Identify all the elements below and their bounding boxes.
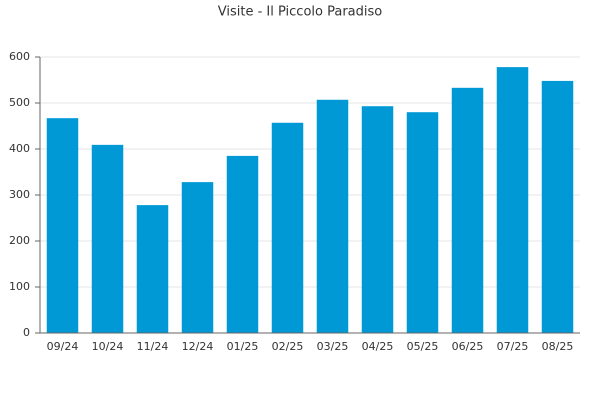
bar <box>316 99 349 333</box>
x-tick-label: 08/25 <box>542 340 574 353</box>
x-tick-label: 09/24 <box>47 340 79 353</box>
x-tick-label: 04/25 <box>362 340 394 353</box>
y-tick-label: 300 <box>9 188 30 201</box>
bar <box>226 155 259 333</box>
bar <box>406 112 439 333</box>
bar <box>181 182 214 333</box>
y-tick-label: 0 <box>23 326 30 339</box>
bar <box>91 144 124 333</box>
x-tick-label: 01/25 <box>227 340 259 353</box>
y-tick-label: 600 <box>9 50 30 63</box>
bar <box>451 87 484 333</box>
bar <box>361 106 394 333</box>
y-tick-label: 100 <box>9 280 30 293</box>
y-tick-label: 400 <box>9 142 30 155</box>
bar <box>46 118 79 334</box>
chart-title: Visite - Il Piccolo Paradiso <box>218 5 383 20</box>
bar <box>271 122 304 333</box>
x-tick-label: 10/24 <box>92 340 124 353</box>
y-tick-label: 500 <box>9 96 30 109</box>
x-tick-label: 11/24 <box>137 340 169 353</box>
bar <box>541 80 574 333</box>
y-tick-label: 200 <box>9 234 30 247</box>
x-tick-label: 03/25 <box>317 340 349 353</box>
x-tick-label: 07/25 <box>497 340 529 353</box>
x-tick-label: 02/25 <box>272 340 304 353</box>
bar <box>496 67 529 334</box>
bar <box>136 205 169 333</box>
x-tick-label: 12/24 <box>182 340 214 353</box>
x-tick-label: 06/25 <box>452 340 484 353</box>
x-tick-label: 05/25 <box>407 340 439 353</box>
